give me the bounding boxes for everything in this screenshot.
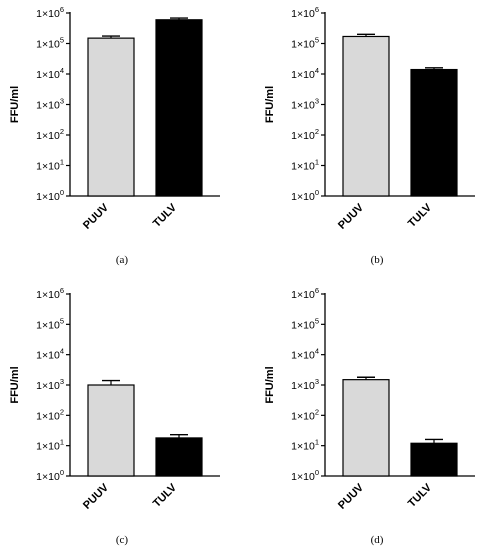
y-tick-label: 1×106 [291, 286, 319, 301]
y-tick-label: 1×104 [36, 66, 64, 81]
y-tick-label: 1×102 [36, 407, 64, 422]
category-label-tulv: TULV [151, 481, 180, 510]
y-axis-label: FFU/ml [9, 86, 21, 123]
y-tick-label: 1×106 [36, 286, 64, 301]
bar-tulv [410, 442, 458, 477]
chart-panel-4: 1×100 1×101 1×102 1×103 1×104 1×105 1×106 FFU/m… [264, 286, 475, 546]
bar-tulv [410, 68, 458, 197]
y-tick-label: 1×104 [291, 347, 319, 362]
y-tick-label: 1×106 [36, 5, 64, 20]
bar-puuv [342, 35, 390, 197]
y-tick-label: 1×100 [36, 468, 64, 483]
bar-puuv [342, 379, 390, 477]
y-tick-label: 1×104 [36, 347, 64, 362]
bar-tulv [155, 437, 203, 477]
category-label-tulv: TULV [406, 481, 435, 510]
panel-caption: (a) [116, 254, 129, 266]
bar-puuv [87, 384, 135, 477]
panel-caption: (c) [116, 534, 129, 546]
panel-caption: (b) [371, 254, 384, 266]
y-tick-label: 1×105 [36, 316, 64, 331]
y-tick-label: 1×100 [291, 468, 319, 483]
panel-caption: (d) [371, 534, 384, 546]
category-label-tulv: TULV [151, 201, 180, 230]
bar-puuv [87, 37, 135, 197]
y-tick-label: 1×105 [36, 36, 64, 51]
y-tick-label: 1×103 [291, 377, 319, 392]
y-tick-label: 1×101 [291, 438, 319, 453]
y-tick-label: 1×100 [36, 188, 64, 203]
y-axis-label: FFU/ml [9, 366, 21, 403]
category-label-puuv: PUUV [81, 481, 112, 512]
category-label-puuv: PUUV [81, 201, 112, 232]
y-tick-label: 1×102 [291, 127, 319, 142]
y-axis-label: FFU/ml [264, 86, 276, 123]
bar-tulv [155, 19, 203, 197]
y-tick-label: 1×106 [291, 5, 319, 20]
y-tick-label: 1×101 [36, 438, 64, 453]
category-label-tulv: TULV [406, 201, 435, 230]
category-label-puuv: PUUV [336, 481, 367, 512]
y-tick-label: 1×105 [291, 36, 319, 51]
y-tick-label: 1×103 [36, 377, 64, 392]
y-tick-label: 1×101 [291, 158, 319, 173]
y-tick-label: 1×102 [36, 127, 64, 142]
y-tick-label: 1×100 [291, 188, 319, 203]
y-tick-label: 1×102 [291, 407, 319, 422]
y-axis-label: FFU/ml [264, 366, 276, 403]
category-label-puuv: PUUV [336, 201, 367, 232]
y-tick-label: 1×101 [36, 158, 64, 173]
chart-panel-1: 1×100 1×101 1×102 1×103 1×104 1×105 1×106 FFU/m… [9, 5, 220, 266]
y-tick-label: 1×104 [291, 66, 319, 81]
chart-panel-2: 1×100 1×101 1×102 1×103 1×104 1×105 1×106 FFU/m… [264, 5, 475, 266]
y-tick-label: 1×105 [291, 316, 319, 331]
y-tick-label: 1×103 [291, 97, 319, 112]
y-tick-label: 1×103 [36, 97, 64, 112]
chart-panel-3: 1×100 1×101 1×102 1×103 1×104 1×105 1×106 FFU/m… [9, 286, 220, 546]
